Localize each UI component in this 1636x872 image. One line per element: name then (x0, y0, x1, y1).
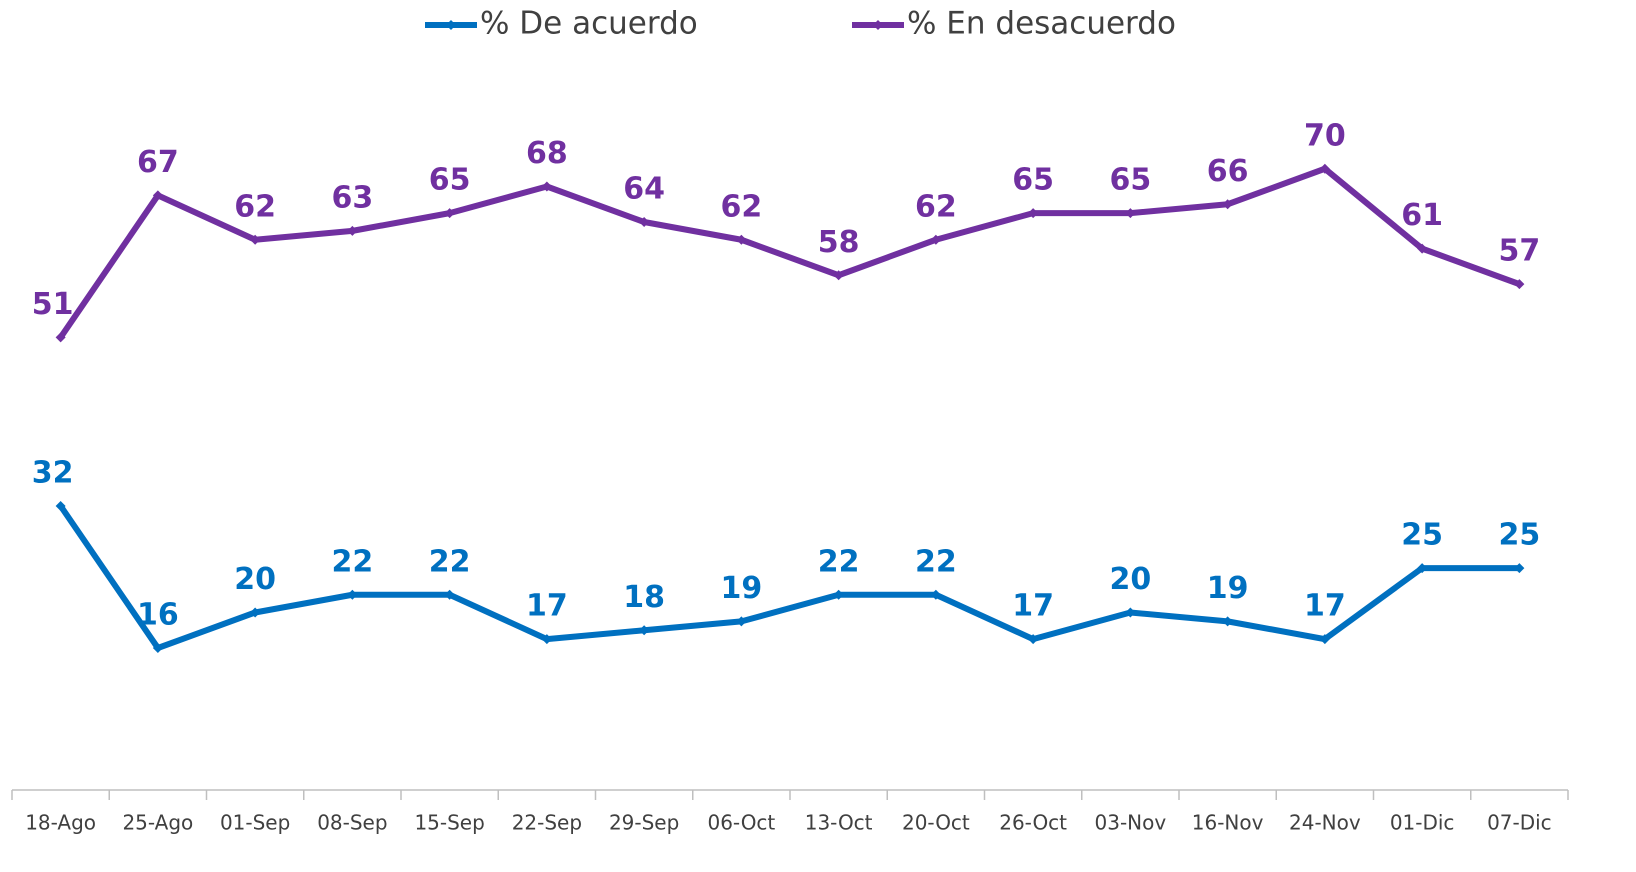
data-label: 25 (1499, 518, 1541, 553)
point-marker (444, 589, 455, 600)
data-label: 58 (818, 225, 860, 260)
x-tick-label: 06-Oct (707, 811, 775, 835)
point-marker (930, 589, 941, 600)
x-tick-label: 26-Oct (999, 811, 1067, 835)
data-label: 62 (915, 189, 957, 224)
point-marker (639, 217, 650, 227)
point-marker (347, 589, 358, 600)
point-marker (1417, 563, 1428, 574)
x-tick-label: 29-Sep (609, 811, 679, 835)
x-tick-label: 20-Oct (902, 811, 970, 835)
data-label: 51 (32, 287, 74, 322)
legend-marker (873, 20, 883, 30)
data-label: 62 (721, 189, 763, 224)
data-label: 57 (1499, 234, 1541, 269)
data-label: 62 (234, 189, 276, 224)
point-marker (1222, 616, 1233, 627)
data-label: 22 (332, 544, 374, 579)
point-marker (1028, 634, 1039, 645)
point-marker (1125, 607, 1136, 618)
data-label: 16 (137, 598, 179, 633)
data-label: 67 (137, 145, 179, 180)
point-marker (833, 270, 844, 281)
data-label: 22 (818, 544, 860, 579)
x-tick-label: 22-Sep (512, 811, 582, 835)
data-label: 63 (332, 180, 374, 215)
x-tick-label: 07-Dic (1487, 811, 1552, 835)
point-marker (55, 332, 66, 343)
point-marker (736, 234, 747, 245)
x-tick-label: 08-Sep (317, 811, 387, 835)
data-label: 20 (1110, 562, 1152, 597)
point-marker (250, 607, 261, 618)
data-label: 66 (1207, 154, 1249, 189)
point-marker (1028, 208, 1039, 219)
point-marker (347, 225, 358, 236)
data-label: 18 (623, 580, 665, 615)
point-marker (541, 634, 552, 645)
point-marker (930, 234, 941, 245)
data-label: 65 (429, 163, 471, 198)
point-marker (444, 208, 455, 219)
x-tick-label: 01-Sep (220, 811, 290, 835)
data-label: 65 (1110, 163, 1152, 198)
point-marker (736, 616, 747, 627)
legend-label: % De acuerdo (480, 6, 698, 42)
data-label: 17 (1012, 589, 1054, 624)
x-tick-label: 03-Nov (1095, 811, 1167, 835)
x-tick-label: 18-Ago (25, 811, 96, 835)
data-label: 25 (1401, 518, 1443, 553)
x-tick-label: 15-Sep (414, 811, 484, 835)
point-marker (1222, 199, 1233, 210)
point-marker (1319, 634, 1330, 645)
point-marker (1125, 208, 1136, 219)
point-marker (1319, 163, 1330, 174)
data-label: 32 (32, 456, 74, 491)
point-marker (833, 589, 844, 600)
data-label: 19 (1207, 571, 1249, 606)
x-tick-label: 16-Nov (1192, 811, 1264, 835)
point-marker (250, 234, 261, 245)
data-label: 61 (1401, 198, 1443, 233)
point-marker (152, 643, 163, 653)
point-marker (541, 181, 552, 192)
legend-label: % En desacuerdo (907, 6, 1176, 42)
series-line (58, 165, 1521, 340)
data-label: 17 (526, 589, 568, 624)
point-marker (55, 501, 66, 511)
point-marker (1514, 563, 1525, 574)
data-label: 17 (1304, 589, 1346, 624)
data-label: 19 (721, 571, 763, 606)
data-label: 22 (429, 544, 471, 579)
data-label: 20 (234, 562, 276, 597)
x-tick-label: 25-Ago (122, 811, 193, 835)
series-line (58, 504, 1520, 651)
data-label: 68 (526, 136, 568, 171)
data-label: 65 (1012, 163, 1054, 198)
point-marker (152, 190, 163, 201)
x-tick-label: 01-Dic (1390, 811, 1455, 835)
data-label: 22 (915, 544, 957, 579)
x-tick-label: 24-Nov (1289, 811, 1361, 835)
legend-marker (446, 20, 456, 30)
x-tick-label: 13-Oct (805, 811, 873, 835)
point-marker (639, 625, 650, 636)
point-marker (1514, 279, 1525, 290)
data-label: 70 (1304, 118, 1346, 153)
point-marker (1417, 243, 1428, 254)
data-label: 64 (623, 172, 665, 207)
